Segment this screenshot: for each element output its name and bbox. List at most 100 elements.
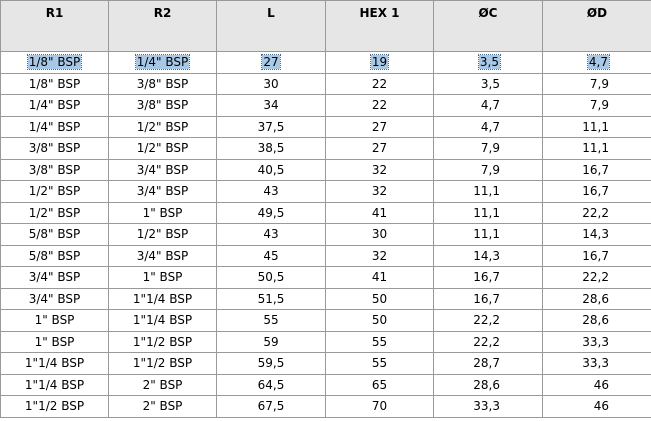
cell-hex1-text: 22 <box>371 76 388 91</box>
table-row[interactable]: 3/4" BSP 1"1/4 BSP 51,5 50 16,7 28,6 <box>0 287 651 310</box>
table-row[interactable]: 1"1/4 BSP 2" BSP 64,5 65 28,6 46 <box>0 373 651 396</box>
cell-hex1-text: 19 <box>369 54 390 71</box>
table-row[interactable]: 1/8" BSP 1/4" BSP 27 19 3,5 4,7 <box>0 51 651 74</box>
cell-r1-text: 1/2" BSP <box>28 205 81 220</box>
table-row[interactable]: 1"1/2 BSP 2" BSP 67,5 70 33,3 46 <box>0 395 651 418</box>
cell-l-text: 37,5 <box>257 119 285 134</box>
cell-r2: 3/4" BSP <box>108 180 217 203</box>
cell-r2: 2" BSP <box>108 395 217 418</box>
cell-hex1-text: 55 <box>371 334 388 349</box>
cell-hex1-text: 27 <box>371 141 388 156</box>
table-row[interactable]: 1" BSP 1"1/2 BSP 59 55 22,2 33,3 <box>0 330 651 353</box>
cell-r1: 3/8" BSP <box>0 158 109 181</box>
table-row[interactable]: 3/8" BSP 3/4" BSP 40,5 32 7,9 16,7 <box>0 158 651 181</box>
table-row[interactable]: 5/8" BSP 3/4" BSP 45 32 14,3 16,7 <box>0 244 651 267</box>
cell-od: 14,3 <box>542 223 651 246</box>
cell-l-text: 50,5 <box>257 270 285 285</box>
cell-od-text: 16,7 <box>582 184 609 199</box>
cell-r2: 1/4" BSP <box>108 51 217 74</box>
header-oc: ØC <box>433 0 543 52</box>
cell-l: 34 <box>216 94 326 117</box>
cell-od: 11,1 <box>542 115 651 138</box>
cell-od-text: 16,7 <box>582 248 609 263</box>
cell-l: 43 <box>216 223 326 246</box>
cell-l-text: 40,5 <box>257 162 285 177</box>
cell-hex1-text: 55 <box>371 356 388 371</box>
cell-oc-text: 3,5 <box>477 54 502 71</box>
cell-hex1: 22 <box>325 94 434 117</box>
table-row[interactable]: 1/2" BSP 1" BSP 49,5 41 11,1 22,2 <box>0 201 651 224</box>
table-row[interactable]: 1/2" BSP 3/4" BSP 43 32 11,1 16,7 <box>0 180 651 203</box>
cell-oc: 22,2 <box>433 309 543 332</box>
cell-r2-text: 1"1/2 BSP <box>132 334 193 349</box>
cell-hex1-text: 32 <box>371 162 388 177</box>
header-r2: R2 <box>108 0 217 52</box>
cell-r1: 1"1/2 BSP <box>0 395 109 418</box>
cell-hex1: 19 <box>325 51 434 74</box>
cell-hex1-text: 22 <box>371 98 388 113</box>
header-hex1: HEX 1 <box>325 0 434 52</box>
cell-oc-text: 22,2 <box>473 334 500 349</box>
cell-oc: 7,9 <box>433 137 543 160</box>
cell-oc: 7,9 <box>433 158 543 181</box>
cell-r2-text: 1/2" BSP <box>136 119 189 134</box>
cell-r1-text: 1"1/4 BSP <box>24 377 85 392</box>
cell-oc-text: 7,9 <box>480 141 500 156</box>
cell-od: 28,6 <box>542 287 651 310</box>
cell-oc-text: 28,7 <box>473 356 500 371</box>
cell-od-text: 11,1 <box>582 141 609 156</box>
cell-r2: 1"1/2 BSP <box>108 352 217 375</box>
table-row[interactable]: 3/8" BSP 1/2" BSP 38,5 27 7,9 11,1 <box>0 137 651 160</box>
table-row[interactable]: 3/4" BSP 1" BSP 50,5 41 16,7 22,2 <box>0 266 651 289</box>
cell-od: 22,2 <box>542 266 651 289</box>
cell-r2-text: 1"1/4 BSP <box>132 291 193 306</box>
table-row[interactable]: 1/4" BSP 1/2" BSP 37,5 27 4,7 11,1 <box>0 115 651 138</box>
cell-r2: 1"1/4 BSP <box>108 287 217 310</box>
cell-hex1: 70 <box>325 395 434 418</box>
cell-od-text: 22,2 <box>582 205 609 220</box>
cell-r2: 3/8" BSP <box>108 94 217 117</box>
table-header: R1 R2 L HEX 1 ØC ØD <box>0 0 651 52</box>
cell-r2: 1" BSP <box>108 266 217 289</box>
cell-oc: 11,1 <box>433 201 543 224</box>
table-row[interactable]: 1/4" BSP 3/8" BSP 34 22 4,7 7,9 <box>0 94 651 117</box>
table-row[interactable]: 1"1/4 BSP 1"1/2 BSP 59,5 55 28,7 33,3 <box>0 352 651 375</box>
cell-r1: 1/2" BSP <box>0 180 109 203</box>
table-row[interactable]: 1" BSP 1"1/4 BSP 55 50 22,2 28,6 <box>0 309 651 332</box>
cell-r1: 1"1/4 BSP <box>0 352 109 375</box>
cell-l-text: 67,5 <box>257 399 285 414</box>
cell-r1: 3/4" BSP <box>0 287 109 310</box>
cell-oc-text: 11,1 <box>473 227 500 242</box>
cell-oc-text: 4,7 <box>480 119 500 134</box>
cell-hex1: 32 <box>325 244 434 267</box>
cell-oc: 14,3 <box>433 244 543 267</box>
cell-od: 46 <box>542 395 651 418</box>
cell-l: 43 <box>216 180 326 203</box>
cell-r2: 1" BSP <box>108 201 217 224</box>
table-row[interactable]: 1/8" BSP 3/8" BSP 30 22 3,5 7,9 <box>0 72 651 95</box>
cell-l: 67,5 <box>216 395 326 418</box>
cell-od: 33,3 <box>542 330 651 353</box>
cell-oc: 11,1 <box>433 180 543 203</box>
cell-od: 7,9 <box>542 72 651 95</box>
table-row[interactable]: 5/8" BSP 1/2" BSP 43 30 11,1 14,3 <box>0 223 651 246</box>
cell-od-text: 4,7 <box>586 54 611 71</box>
cell-od-text: 28,6 <box>582 291 609 306</box>
cell-r2-text: 1/4" BSP <box>134 54 191 71</box>
cell-oc-text: 7,9 <box>480 162 500 177</box>
cell-hex1-text: 32 <box>371 248 388 263</box>
cell-r2-text: 1"1/4 BSP <box>132 313 193 328</box>
cell-r1-text: 1/4" BSP <box>28 98 81 113</box>
cell-hex1-text: 30 <box>371 227 388 242</box>
cell-oc-text: 14,3 <box>473 248 500 263</box>
cell-hex1: 27 <box>325 115 434 138</box>
cell-r2-text: 1" BSP <box>142 205 183 220</box>
cell-r1: 3/8" BSP <box>0 137 109 160</box>
cell-r2: 1"1/4 BSP <box>108 309 217 332</box>
cell-od-text: 14,3 <box>582 227 609 242</box>
cell-hex1: 55 <box>325 352 434 375</box>
cell-hex1: 65 <box>325 373 434 396</box>
cell-hex1-text: 27 <box>371 119 388 134</box>
cell-r2-text: 3/4" BSP <box>136 162 189 177</box>
cell-l-text: 49,5 <box>257 205 285 220</box>
